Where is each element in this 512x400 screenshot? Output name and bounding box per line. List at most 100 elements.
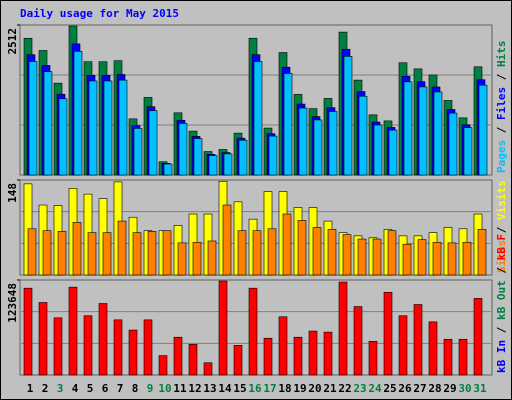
legend-entry: kB Out [495, 280, 508, 320]
chart-title: Daily usage for May 2015 [20, 7, 179, 20]
x-tick-label: 9 [147, 382, 154, 395]
bar [418, 86, 428, 176]
x-tick-label: 7 [117, 382, 124, 395]
bar [177, 242, 187, 276]
bar [28, 61, 38, 176]
x-tick-label: 27 [413, 382, 426, 395]
bar [447, 242, 457, 276]
bar [218, 280, 228, 376]
legend-entry: Pages [495, 140, 508, 173]
bar [402, 243, 412, 276]
x-tick-label: 16 [248, 382, 262, 395]
bar [477, 229, 487, 276]
bar [413, 304, 423, 376]
bar [448, 112, 458, 176]
bar [293, 336, 303, 376]
x-tick-label: 3 [57, 382, 64, 395]
bar [383, 291, 393, 376]
bar [223, 153, 233, 176]
bar [342, 234, 352, 276]
bar [222, 204, 232, 276]
bar [68, 286, 78, 376]
x-tick-label: 14 [218, 382, 232, 395]
bar [252, 230, 262, 276]
legend-entry: Hits [495, 41, 508, 68]
bar [83, 315, 93, 376]
bar [87, 232, 97, 276]
bar [353, 306, 363, 376]
bar [163, 163, 173, 176]
x-tick-label: 13 [203, 382, 216, 395]
bar [103, 80, 113, 176]
legend-separator: / [495, 67, 508, 87]
bar [432, 241, 442, 276]
bar [233, 345, 243, 376]
bar [323, 331, 333, 376]
bar [133, 128, 143, 176]
bar [158, 355, 168, 376]
legend-entry: kB F [495, 234, 508, 261]
bar [58, 98, 68, 176]
bar [388, 129, 398, 176]
bar [188, 344, 198, 376]
bar [458, 338, 468, 376]
bar [373, 124, 383, 176]
bar [208, 155, 218, 176]
legend-entry: Visits [495, 180, 508, 220]
x-tick-label: 10 [158, 382, 171, 395]
bar [143, 319, 153, 376]
bar [372, 238, 382, 276]
x-tick-label: 15 [233, 382, 246, 395]
x-tick-label: 12 [188, 382, 201, 395]
x-tick-label: 28 [428, 382, 441, 395]
bar [298, 107, 308, 176]
bar [192, 241, 202, 276]
y-tick-label: 2512 [6, 28, 19, 55]
bar [162, 230, 172, 276]
bar [203, 362, 213, 376]
bar [358, 95, 368, 176]
legend: Sites / Visits [495, 180, 508, 273]
bar [313, 119, 323, 176]
legend-entry: Sites [495, 240, 508, 273]
bar [343, 56, 353, 176]
x-tick-label: 26 [398, 382, 412, 395]
bar [102, 232, 112, 276]
bar [113, 319, 123, 376]
bar [263, 337, 273, 376]
bar [278, 316, 288, 376]
bar [462, 241, 472, 276]
bar [132, 232, 142, 276]
x-tick-label: 11 [173, 382, 187, 395]
bar [98, 303, 108, 376]
bar [308, 330, 318, 376]
bar [117, 220, 127, 276]
bar [357, 238, 367, 276]
bar [88, 80, 98, 176]
bar [283, 73, 293, 176]
legend-entry: Files [495, 87, 508, 120]
bar [473, 298, 483, 376]
bar [428, 321, 438, 376]
legend-separator: / [495, 320, 508, 340]
bar [478, 84, 488, 176]
x-tick-label: 25 [383, 382, 396, 395]
bar [193, 138, 203, 176]
x-tick-label: 30 [458, 382, 471, 395]
bar [403, 81, 413, 176]
bar [238, 139, 248, 176]
legend-separator: / [495, 120, 508, 140]
bar [338, 281, 348, 376]
bar [237, 230, 247, 276]
legend: Pages / Files / Hits [495, 41, 508, 174]
legend-entry: kB In [495, 340, 508, 373]
bar [267, 228, 277, 276]
bar [253, 61, 263, 176]
bar [57, 231, 67, 276]
bar [433, 91, 443, 176]
bar [53, 317, 63, 376]
bar [417, 239, 427, 276]
bar [23, 287, 33, 376]
bar [328, 111, 338, 176]
